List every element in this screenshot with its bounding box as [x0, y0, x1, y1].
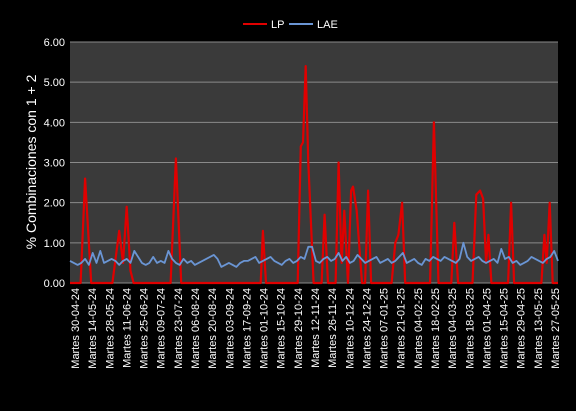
- x-tick-label: Martes 29-04-25: [516, 288, 528, 369]
- x-tick-label: Martes 17-09-24: [241, 288, 253, 369]
- y-tick-label: 6.00: [44, 37, 65, 49]
- x-tick-label: Martes 18-03-25: [464, 288, 476, 369]
- x-tick-labels: Martes 30-04-24 Martes 14-05-24 Martes 28-…: [70, 288, 562, 369]
- x-tick-label: Martes 14-05-24: [87, 288, 99, 369]
- x-tick-label: Martes 11-06-24: [121, 288, 133, 368]
- x-tick-label: Martes 04-02-25: [413, 288, 425, 369]
- x-tick-label: Martes 12-11-24: [310, 288, 322, 368]
- y-tick-labels: 0.00 1.00 2.00 3.00 4.00 5.00 6.00: [44, 37, 65, 290]
- series-line-lp: [70, 65, 558, 285]
- x-tick-label: Martes 10-12-24: [344, 288, 356, 369]
- x-tick-label: Martes 24-12-24: [361, 288, 373, 369]
- x-tick-label: Martes 03-09-24: [224, 288, 236, 369]
- x-tick-label: Martes 01-04-25: [481, 288, 493, 369]
- x-tick-label: Martes 25-06-24: [139, 288, 151, 369]
- x-tick-label: Martes 28-05-24: [104, 288, 116, 369]
- x-tick-label: Martes 20-08-24: [207, 288, 219, 369]
- x-tick-label: Martes 26-11-24: [327, 288, 339, 368]
- x-tick-label: Martes 01-10-24: [259, 288, 271, 369]
- y-tick-label: 4.00: [44, 117, 65, 129]
- x-tick-label: Martes 15-10-24: [276, 288, 288, 369]
- x-tick-label: Martes 13-05-25: [533, 288, 545, 369]
- x-tick-label: Martes 27-05-25: [550, 288, 562, 369]
- y-tick-label: 2.00: [44, 198, 65, 210]
- y-tick-label: 0.00: [44, 278, 65, 290]
- legend-label-lae: LAE: [317, 19, 338, 31]
- series-line-lae: [69, 241, 559, 268]
- y-tick-label: 1.00: [44, 238, 65, 250]
- y-axis-title: % Combinaciones con 1 + 2: [23, 74, 39, 249]
- legend-label-lp: LP: [271, 19, 284, 31]
- x-tick-label: Martes 29-10-24: [293, 288, 305, 369]
- x-tick-label: Martes 18-02-25: [430, 288, 442, 369]
- x-tick-label: Martes 30-04-24: [70, 288, 82, 369]
- series-group: [69, 65, 559, 285]
- x-tick-label: Martes 07-01-25: [379, 288, 391, 369]
- y-tick-label: 5.00: [44, 77, 65, 89]
- x-tick-label: Martes 04-03-25: [447, 288, 459, 369]
- x-tick-label: Martes 06-08-24: [190, 288, 202, 369]
- x-tick-label: Martes 21-01-25: [396, 288, 408, 369]
- y-tick-label: 3.00: [44, 158, 65, 170]
- legend: LP LAE: [243, 19, 338, 31]
- x-tick-label: Martes 09-07-24: [156, 288, 168, 369]
- x-tick-label: Martes 15-04-25: [499, 288, 511, 369]
- x-tick-label: Martes 23-07-24: [173, 288, 185, 369]
